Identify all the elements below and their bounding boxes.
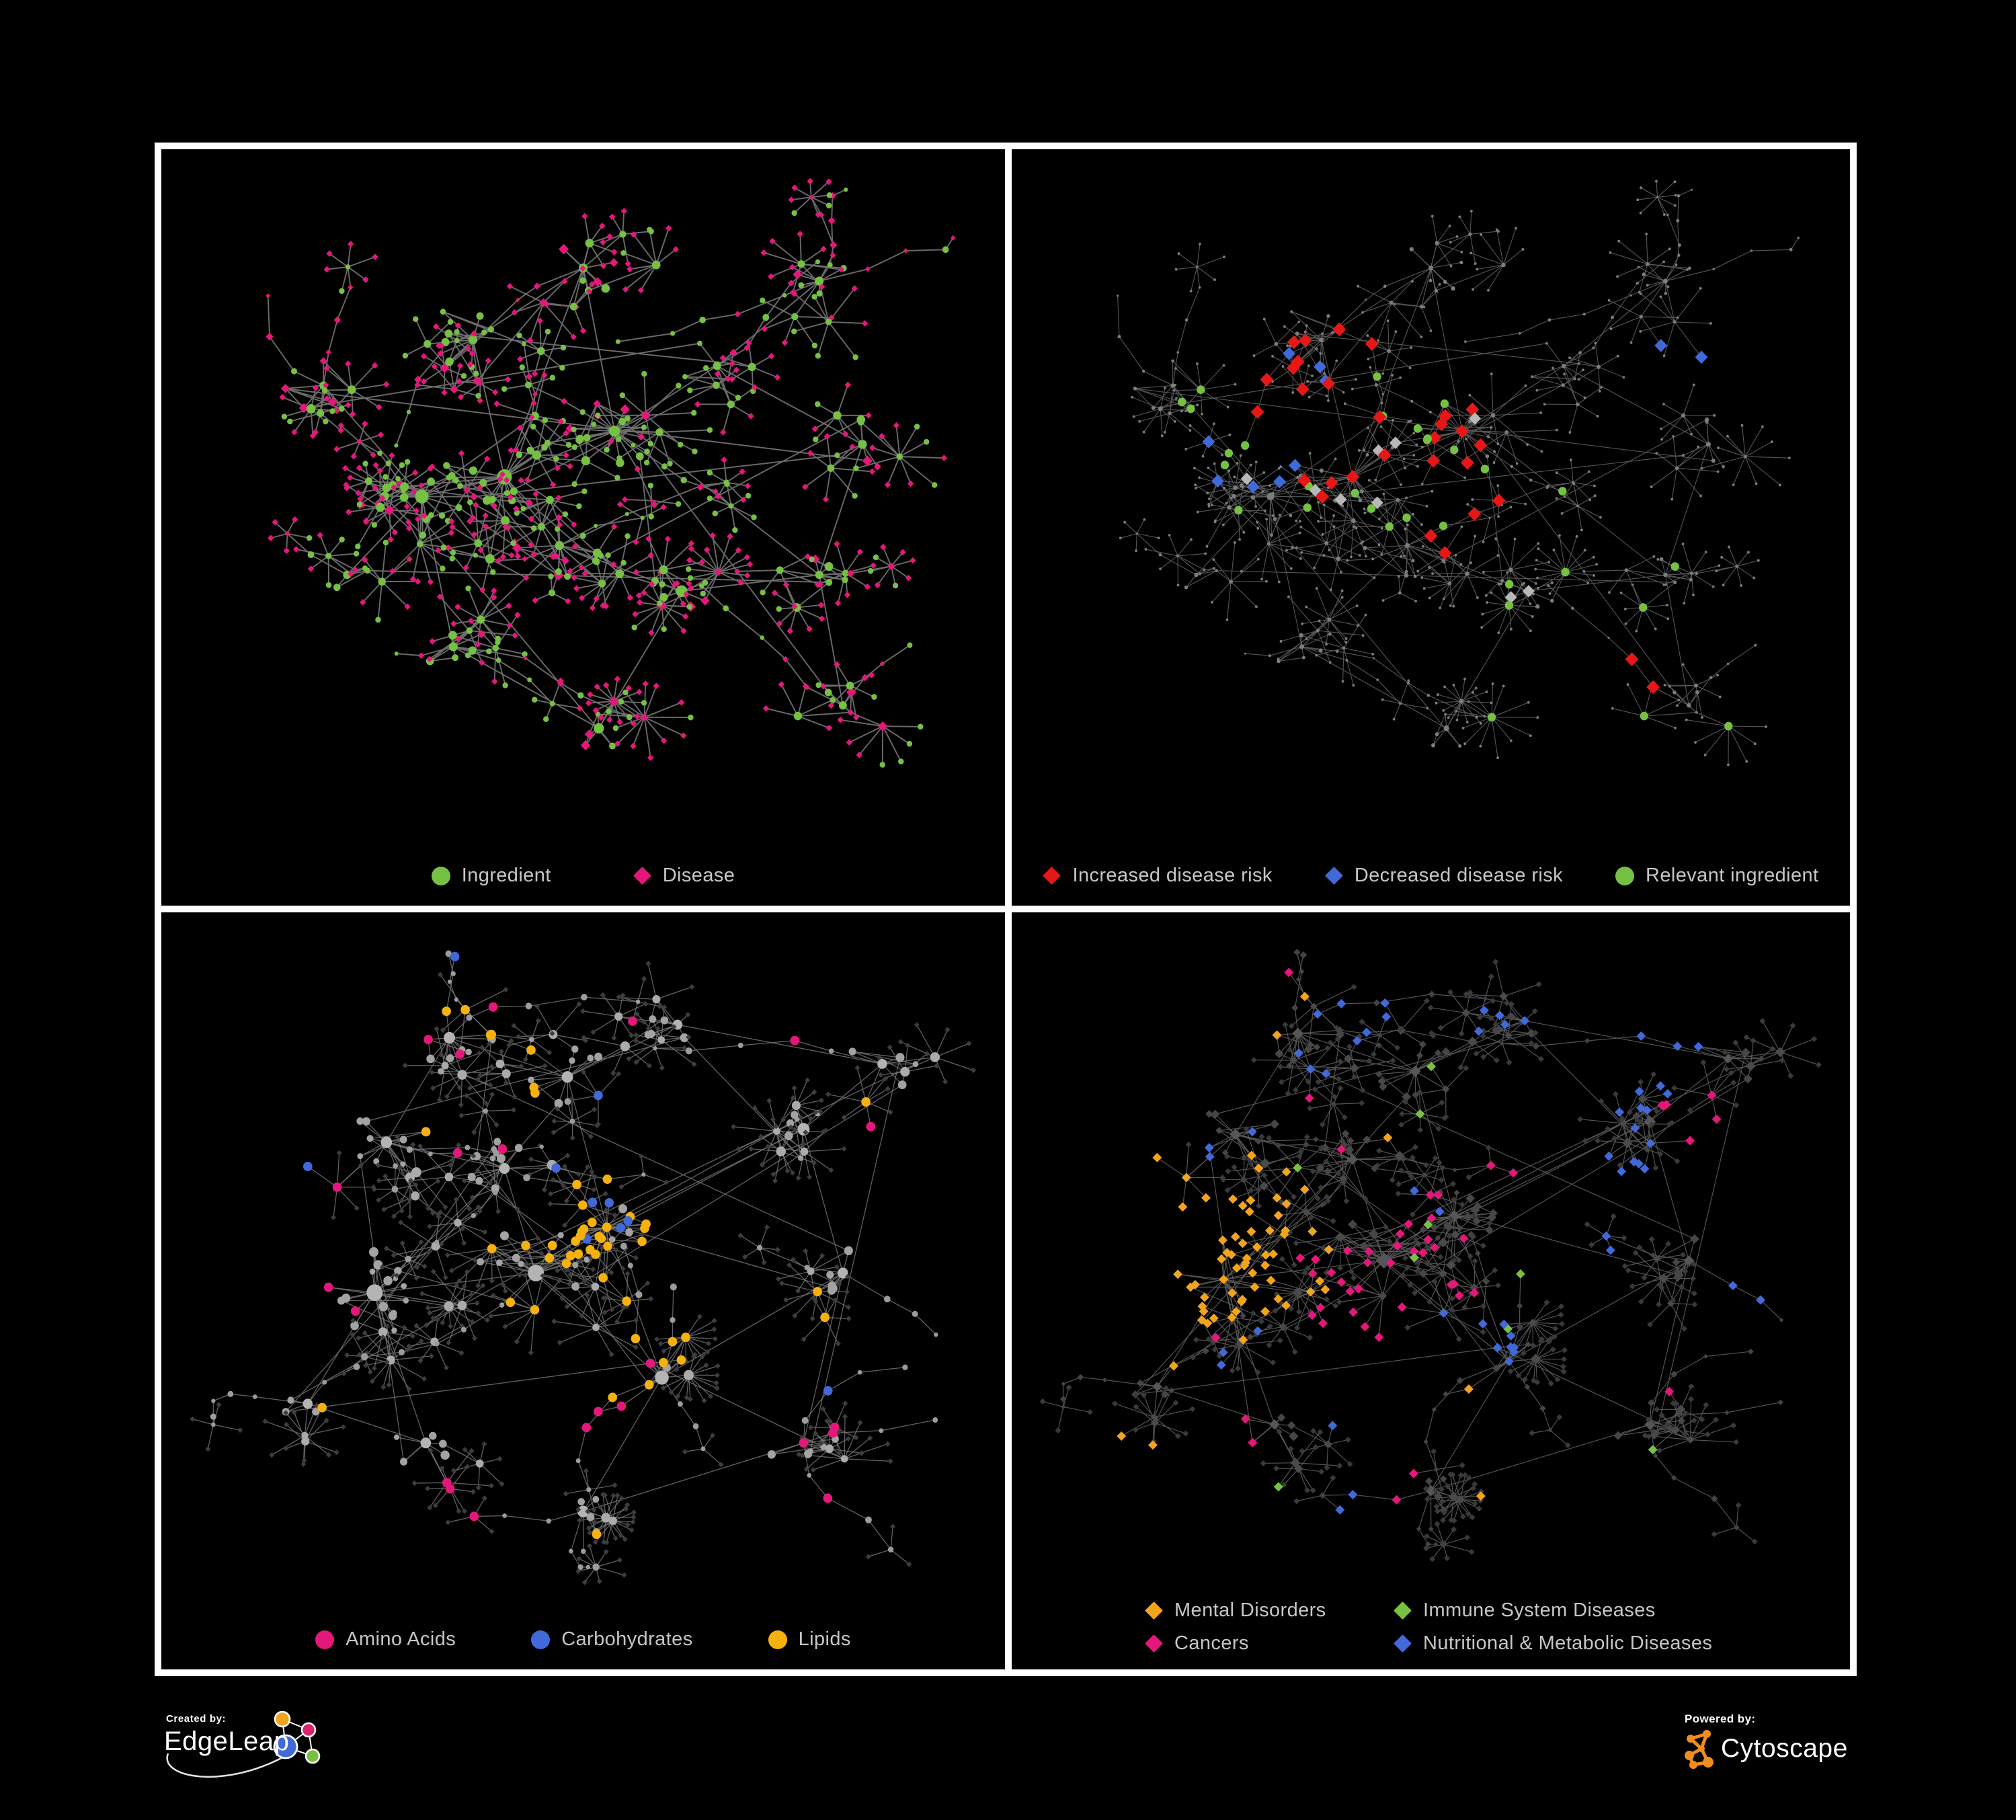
legend-label: Nutritional & Metabolic Diseases [1423, 1632, 1713, 1654]
panel-ingredient-disease-network: Ingredient Disease [161, 149, 1005, 906]
cytoscape-logo-icon [1685, 1730, 1713, 1769]
powered-by-label: Powered by: [1685, 1712, 1756, 1725]
legend-circle-marker [315, 1630, 335, 1649]
legend-diamond-marker [1394, 1601, 1412, 1620]
cytoscape-credit: Powered by: Cytoscape [1683, 1712, 1925, 1793]
nutrient-class-network-canvas [190, 950, 977, 1585]
legend-diamond-marker [1394, 1634, 1412, 1653]
legend-disease-risk: Increased disease risk Decreased disease … [1020, 865, 1842, 887]
legend-circle-marker [768, 1630, 787, 1649]
legend-circle-marker [1615, 866, 1635, 885]
legend-item: Decreased disease risk [1324, 865, 1564, 887]
panel-disease-class-network: Mental Disorders Immune System Diseases Ca… [1012, 912, 1850, 1669]
legend-item: Relevant ingredient [1615, 865, 1818, 887]
legend-item: Disease [633, 865, 735, 887]
legend-diamond-marker [633, 867, 651, 885]
legend-diamond-marker [1145, 1634, 1163, 1653]
legend-item: Mental Disorders [1145, 1599, 1394, 1622]
legend-label: Increased disease risk [1072, 865, 1273, 886]
legend-nutrient-classes: Amino Acids Carbohydrates Lipids [169, 1628, 997, 1651]
legend-item: Cancers [1145, 1632, 1394, 1655]
legend-ingredient-disease: Ingredient Disease [169, 865, 997, 887]
edgeleap-logo-icon [166, 1710, 321, 1778]
disease-risk-network-canvas [1117, 180, 1800, 766]
network-panel-grid: Ingredient Disease Increased disease risk… [155, 143, 1857, 1676]
legend-diamond-marker [1145, 1601, 1163, 1620]
legend-item: Immune System Diseases [1394, 1599, 1712, 1622]
legend-circle-marker [531, 1630, 551, 1649]
edgeleap-brand: EdgeLeap [164, 1727, 290, 1756]
panel-disease-risk-network: Increased disease risk Decreased disease … [1012, 149, 1850, 906]
legend-diamond-marker [1324, 867, 1343, 885]
edgeleap-credit: Created by: EdgeLeap [164, 1710, 514, 1813]
legend-item: Increased disease risk [1043, 865, 1272, 887]
created-by-label: Created by: [166, 1713, 227, 1725]
legend-item: Carbohydrates [531, 1628, 692, 1651]
panel-nutrient-class-network: Amino Acids Carbohydrates Lipids [161, 912, 1005, 1669]
legend-label: Amino Acids [346, 1628, 456, 1650]
legend-item: Nutritional & Metabolic Diseases [1394, 1632, 1712, 1655]
disease-class-network-canvas [1039, 949, 1822, 1562]
cytoscape-brand: Cytoscape [1721, 1734, 1848, 1763]
legend-label: Ingredient [461, 865, 551, 886]
legend-label: Mental Disorders [1174, 1599, 1326, 1621]
legend-label: Decreased disease risk [1354, 865, 1564, 886]
legend-item: Amino Acids [315, 1628, 456, 1651]
legend-label: Cancers [1174, 1632, 1249, 1654]
legend-diamond-marker [1043, 867, 1061, 885]
legend-label: Immune System Diseases [1423, 1599, 1656, 1621]
legend-item: Lipids [768, 1628, 851, 1651]
legend-item: Ingredient [431, 865, 551, 887]
legend-label: Lipids [798, 1628, 851, 1650]
legend-label: Disease [662, 865, 735, 886]
legend-circle-marker [431, 866, 450, 885]
legend-label: Relevant ingredient [1646, 865, 1819, 886]
ingredient-disease-network-canvas [266, 177, 956, 768]
legend-label: Carbohydrates [561, 1628, 693, 1650]
legend-disease-classes: Mental Disorders Immune System Diseases Ca… [1020, 1599, 1842, 1655]
